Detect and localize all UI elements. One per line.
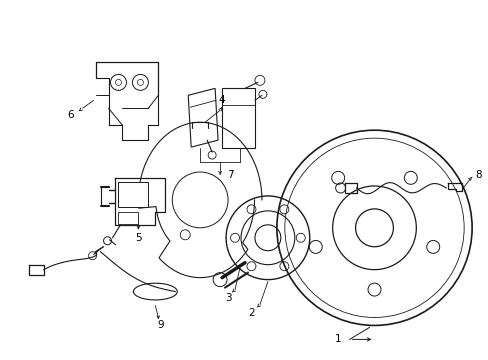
Bar	[118, 212, 138, 224]
Text: 7: 7	[226, 170, 233, 180]
Text: 1: 1	[334, 334, 341, 345]
Text: 6: 6	[67, 110, 74, 120]
Text: 3: 3	[224, 293, 231, 302]
Text: 9: 9	[157, 320, 163, 330]
Text: 8: 8	[474, 170, 480, 180]
Text: 2: 2	[248, 309, 255, 319]
Text: 5: 5	[135, 233, 142, 243]
Text: 4: 4	[218, 95, 225, 105]
Bar	[118, 182, 148, 207]
